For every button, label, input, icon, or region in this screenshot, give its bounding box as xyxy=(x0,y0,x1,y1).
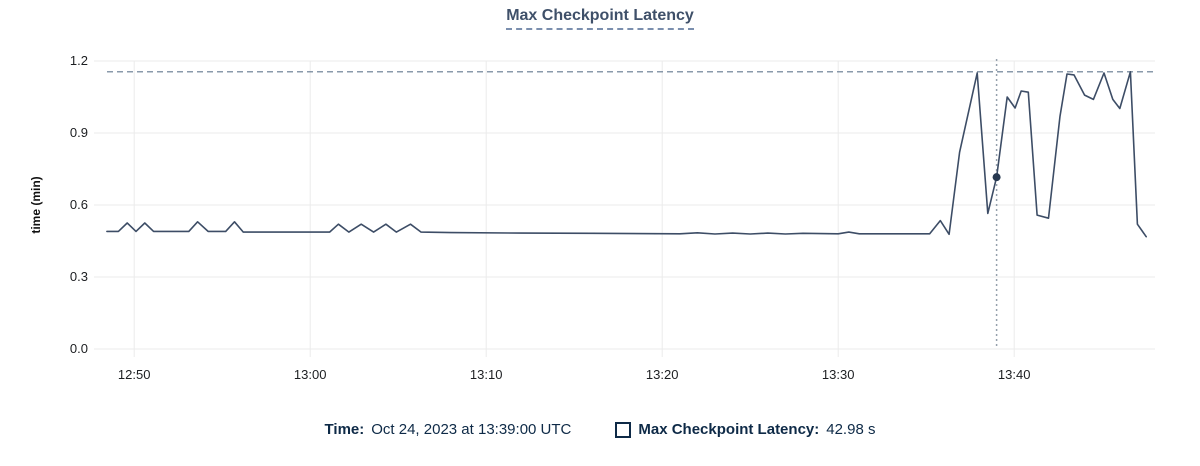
x-tick-label: 13:20 xyxy=(645,367,679,382)
y-tick-label: 1.2 xyxy=(69,53,88,68)
y-tick-label: 0.6 xyxy=(69,197,88,212)
legend-time-value: Oct 24, 2023 at 13:39:00 UTC xyxy=(371,421,572,438)
highlight-dot xyxy=(992,173,1001,182)
title-row: Max Checkpoint Latency xyxy=(0,7,1200,30)
x-tick-label: 13:40 xyxy=(997,367,1031,382)
series-line xyxy=(106,71,1147,238)
x-tick-label: 13:30 xyxy=(821,367,855,382)
plot-area[interactable] xyxy=(0,0,1200,410)
x-tick-label: 12:50 xyxy=(117,367,151,382)
legend: Time: Oct 24, 2023 at 13:39:00 UTC Max C… xyxy=(0,421,1200,438)
x-tick-label: 13:10 xyxy=(469,367,503,382)
legend-series-value: 42.98 s xyxy=(826,421,876,438)
legend-time-label: Time: xyxy=(324,421,365,438)
y-tick-label: 0.3 xyxy=(69,269,88,284)
y-tick-label: 0.9 xyxy=(69,125,88,140)
x-tick-label: 13:00 xyxy=(293,367,327,382)
series-swatch[interactable] xyxy=(615,421,632,438)
legend-series-label[interactable]: Max Checkpoint Latency: xyxy=(638,421,820,438)
y-tick-label: 0.0 xyxy=(69,341,88,356)
chart-title[interactable]: Max Checkpoint Latency xyxy=(506,7,694,30)
